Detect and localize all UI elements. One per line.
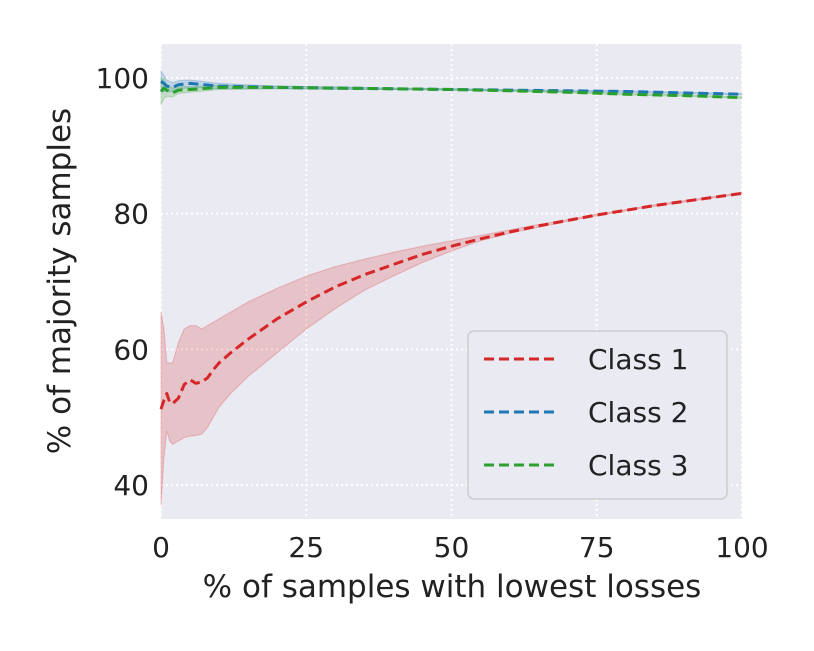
y-tick-label: 40 [113, 469, 149, 502]
class-2-line [160, 80, 743, 96]
y-axis-label: % of majority samples [42, 108, 78, 454]
class-3-line [159, 85, 743, 100]
x-tick-label: 50 [434, 531, 470, 564]
legend: Class 1 Class 2 Class 3 [467, 330, 728, 500]
x-tick-label: 25 [288, 531, 324, 564]
y-tick-label: 60 [113, 333, 149, 366]
class-1-band [160, 192, 743, 506]
x-tick-labels: 0 25 50 75 100 [152, 531, 769, 564]
legend-frame [467, 330, 728, 500]
class-1-line [159, 191, 743, 410]
y-tick-labels: 40 60 80 100 [96, 62, 149, 502]
y-gridlines [161, 76, 742, 487]
y-tick-label: 80 [113, 198, 149, 231]
legend-label-class-3: Class 3 [588, 449, 688, 482]
class-3-band [160, 77, 743, 106]
series-lines [159, 80, 743, 410]
y-tick-label: 100 [96, 62, 149, 95]
legend-label-class-2: Class 2 [588, 396, 688, 429]
legend-label-class-1: Class 1 [588, 343, 688, 376]
x-tick-label: 0 [152, 531, 170, 564]
x-axis-label: % of samples with lowest losses [203, 569, 702, 605]
x-tick-label: 75 [579, 531, 615, 564]
x-tick-label: 100 [715, 531, 768, 564]
